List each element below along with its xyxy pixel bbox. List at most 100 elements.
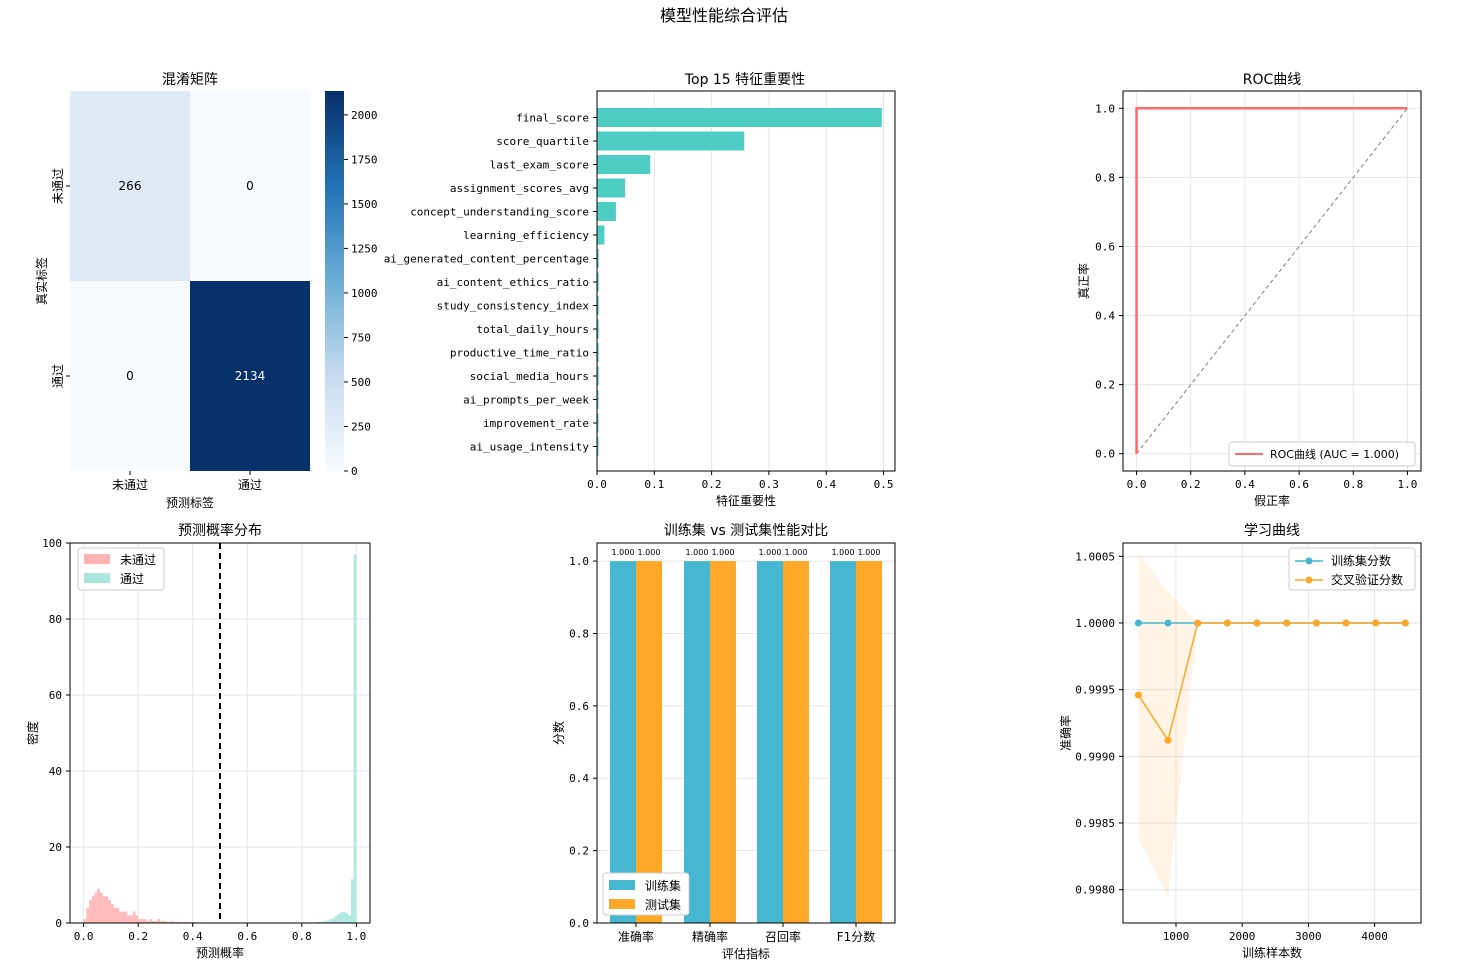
trainvtest-bar-test bbox=[636, 561, 662, 923]
colorbar-tick-label: 0 bbox=[351, 465, 358, 478]
feature-xtick-label: 0.0 bbox=[587, 478, 607, 491]
hist-bar-pass bbox=[320, 921, 324, 923]
heatmap-cell-value: 0 bbox=[126, 369, 134, 383]
learning-legend-label-cv: 交叉验证分数 bbox=[1331, 572, 1403, 587]
trainvtest-data-label: 1.000 bbox=[612, 548, 635, 557]
learning-cv-point bbox=[1342, 619, 1350, 627]
hist-title: 预测概率分布 bbox=[178, 522, 262, 539]
colorbar-tick-label: 500 bbox=[351, 376, 371, 389]
trainvtest-xlabel: 评估指标 bbox=[722, 946, 770, 961]
heatmap-cell bbox=[70, 281, 190, 471]
feature-ytick-label: ai_generated_content_percentage bbox=[384, 253, 589, 266]
trainvtest-ytick-label: 0.2 bbox=[569, 845, 589, 858]
hist-xlabel: 预测概率 bbox=[196, 945, 244, 960]
hist-ytick-label: 100 bbox=[42, 537, 62, 550]
feature-xtick-label: 0.3 bbox=[759, 478, 779, 491]
hist-bar-pass bbox=[348, 915, 351, 923]
hist-bar-pass bbox=[329, 919, 332, 923]
feature-ytick-label: ai_usage_intensity bbox=[470, 441, 590, 454]
hist-xtick-label: 0.0 bbox=[74, 930, 94, 943]
trainvtest-bar-train bbox=[830, 561, 856, 923]
trainvtest-bar-test bbox=[783, 561, 809, 923]
trainvtest-bar-train bbox=[757, 561, 783, 923]
learning-curve-panel: 学习曲线 1000 2000 3000 4000 0.9980 0.9985 0.9990 0… bbox=[1058, 523, 1422, 960]
hist-bar-fail bbox=[135, 915, 139, 923]
learning-train-point bbox=[1164, 619, 1172, 627]
learning-cv-point bbox=[1283, 619, 1291, 627]
hist-xtick-label: 0.2 bbox=[128, 930, 148, 943]
learning-xtick-label: 4000 bbox=[1361, 930, 1388, 943]
hist-bar-fail bbox=[151, 921, 155, 923]
hist-xtick-label: 0.8 bbox=[292, 930, 312, 943]
roc-title: ROC曲线 bbox=[1243, 72, 1302, 88]
hist-bar-fail bbox=[130, 915, 133, 923]
learning-cv-point bbox=[1253, 619, 1261, 627]
learning-cv-point bbox=[1312, 619, 1320, 627]
learning-cv-point bbox=[1372, 619, 1380, 627]
feature-ytick-label: total_daily_hours bbox=[476, 323, 589, 336]
learning-legend-marker-cv bbox=[1305, 576, 1313, 584]
feature-bar bbox=[597, 272, 599, 292]
feature-bar bbox=[597, 413, 599, 433]
learning-xtick-label: 2000 bbox=[1229, 930, 1256, 943]
feature-bar bbox=[597, 131, 745, 151]
hist-legend-label-fail: 未通过 bbox=[120, 553, 156, 567]
learning-xtick-label: 3000 bbox=[1295, 930, 1322, 943]
learning-ytick-label: 1.0005 bbox=[1075, 550, 1115, 563]
trainvtest-legend-swatch-train bbox=[609, 880, 635, 890]
learning-train-point bbox=[1134, 619, 1142, 627]
trainvtest-plot-frame bbox=[596, 542, 896, 924]
trainvtest-legend-label-train: 训练集 bbox=[645, 878, 681, 893]
hist-bar-fail bbox=[140, 919, 144, 923]
roc-curve bbox=[1135, 107, 1408, 454]
roc-ytick-label: 0.6 bbox=[1095, 240, 1115, 253]
feature-ytick-label: productive_time_ratio bbox=[450, 347, 589, 360]
hist-bar-pass bbox=[326, 920, 330, 923]
learning-title: 学习曲线 bbox=[1244, 523, 1300, 539]
confusion-ylabel: 真实标签 bbox=[34, 257, 49, 305]
hist-bar-fail bbox=[138, 919, 141, 923]
feature-bar bbox=[597, 225, 605, 245]
roc-xtick-label: 0.2 bbox=[1181, 478, 1201, 491]
feature-ytick-label: last_exam_score bbox=[490, 159, 589, 172]
trainvtest-data-label: 1.000 bbox=[759, 548, 782, 557]
hist-bar-fail bbox=[143, 919, 147, 923]
feature-ytick-label: ai_content_ethics_ratio bbox=[437, 276, 589, 289]
learning-ylabel: 准确率 bbox=[1058, 715, 1073, 751]
trainvtest-data-label: 1.000 bbox=[686, 548, 709, 557]
roc-legend: ROC曲线 (AUC = 1.000) bbox=[1228, 441, 1416, 467]
hist-bar-fail bbox=[127, 915, 130, 923]
heatmap-ytick-label: 通过 bbox=[51, 364, 65, 388]
feature-bar bbox=[597, 343, 599, 362]
feature-bar bbox=[597, 202, 616, 221]
learning-legend-marker-train bbox=[1305, 557, 1313, 565]
learning-legend: 训练集分数 交叉验证分数 bbox=[1288, 547, 1416, 591]
roc-ylabel: 真正率 bbox=[1076, 263, 1091, 299]
hist-bar-fail bbox=[176, 921, 180, 923]
feature-xtick-label: 0.1 bbox=[644, 478, 664, 491]
feature-ytick-label: final_score bbox=[516, 112, 589, 125]
heatmap-ytick-label: 未通过 bbox=[51, 168, 65, 204]
hist-bar-pass bbox=[350, 879, 354, 923]
hist-bar-fail bbox=[86, 907, 90, 923]
hist-bar-fail bbox=[97, 888, 100, 923]
heatmap-xtick-label: 未通过 bbox=[112, 478, 148, 492]
hist-bar-fail bbox=[160, 921, 163, 923]
hist-bar-fail bbox=[113, 907, 117, 923]
hist-bar-fail bbox=[165, 921, 169, 923]
colorbar-tick-label: 750 bbox=[351, 331, 371, 344]
trainvtest-data-label: 1.000 bbox=[858, 548, 881, 557]
learning-cv-point bbox=[1194, 619, 1202, 627]
hist-bar-pass bbox=[331, 918, 335, 923]
roc-plot-frame bbox=[1122, 90, 1422, 472]
trainvtest-ytick-label: 0.6 bbox=[569, 700, 589, 713]
feature-ytick-label: learning_efficiency bbox=[463, 229, 589, 242]
trainvtest-data-label: 1.000 bbox=[712, 548, 735, 557]
hist-legend-swatch-fail bbox=[84, 554, 110, 564]
confusion-title: 混淆矩阵 bbox=[162, 72, 218, 88]
trainvtest-data-label: 1.000 bbox=[785, 548, 808, 557]
hist-plot-frame bbox=[69, 542, 371, 924]
learning-legend-label-train: 训练集分数 bbox=[1331, 553, 1391, 568]
